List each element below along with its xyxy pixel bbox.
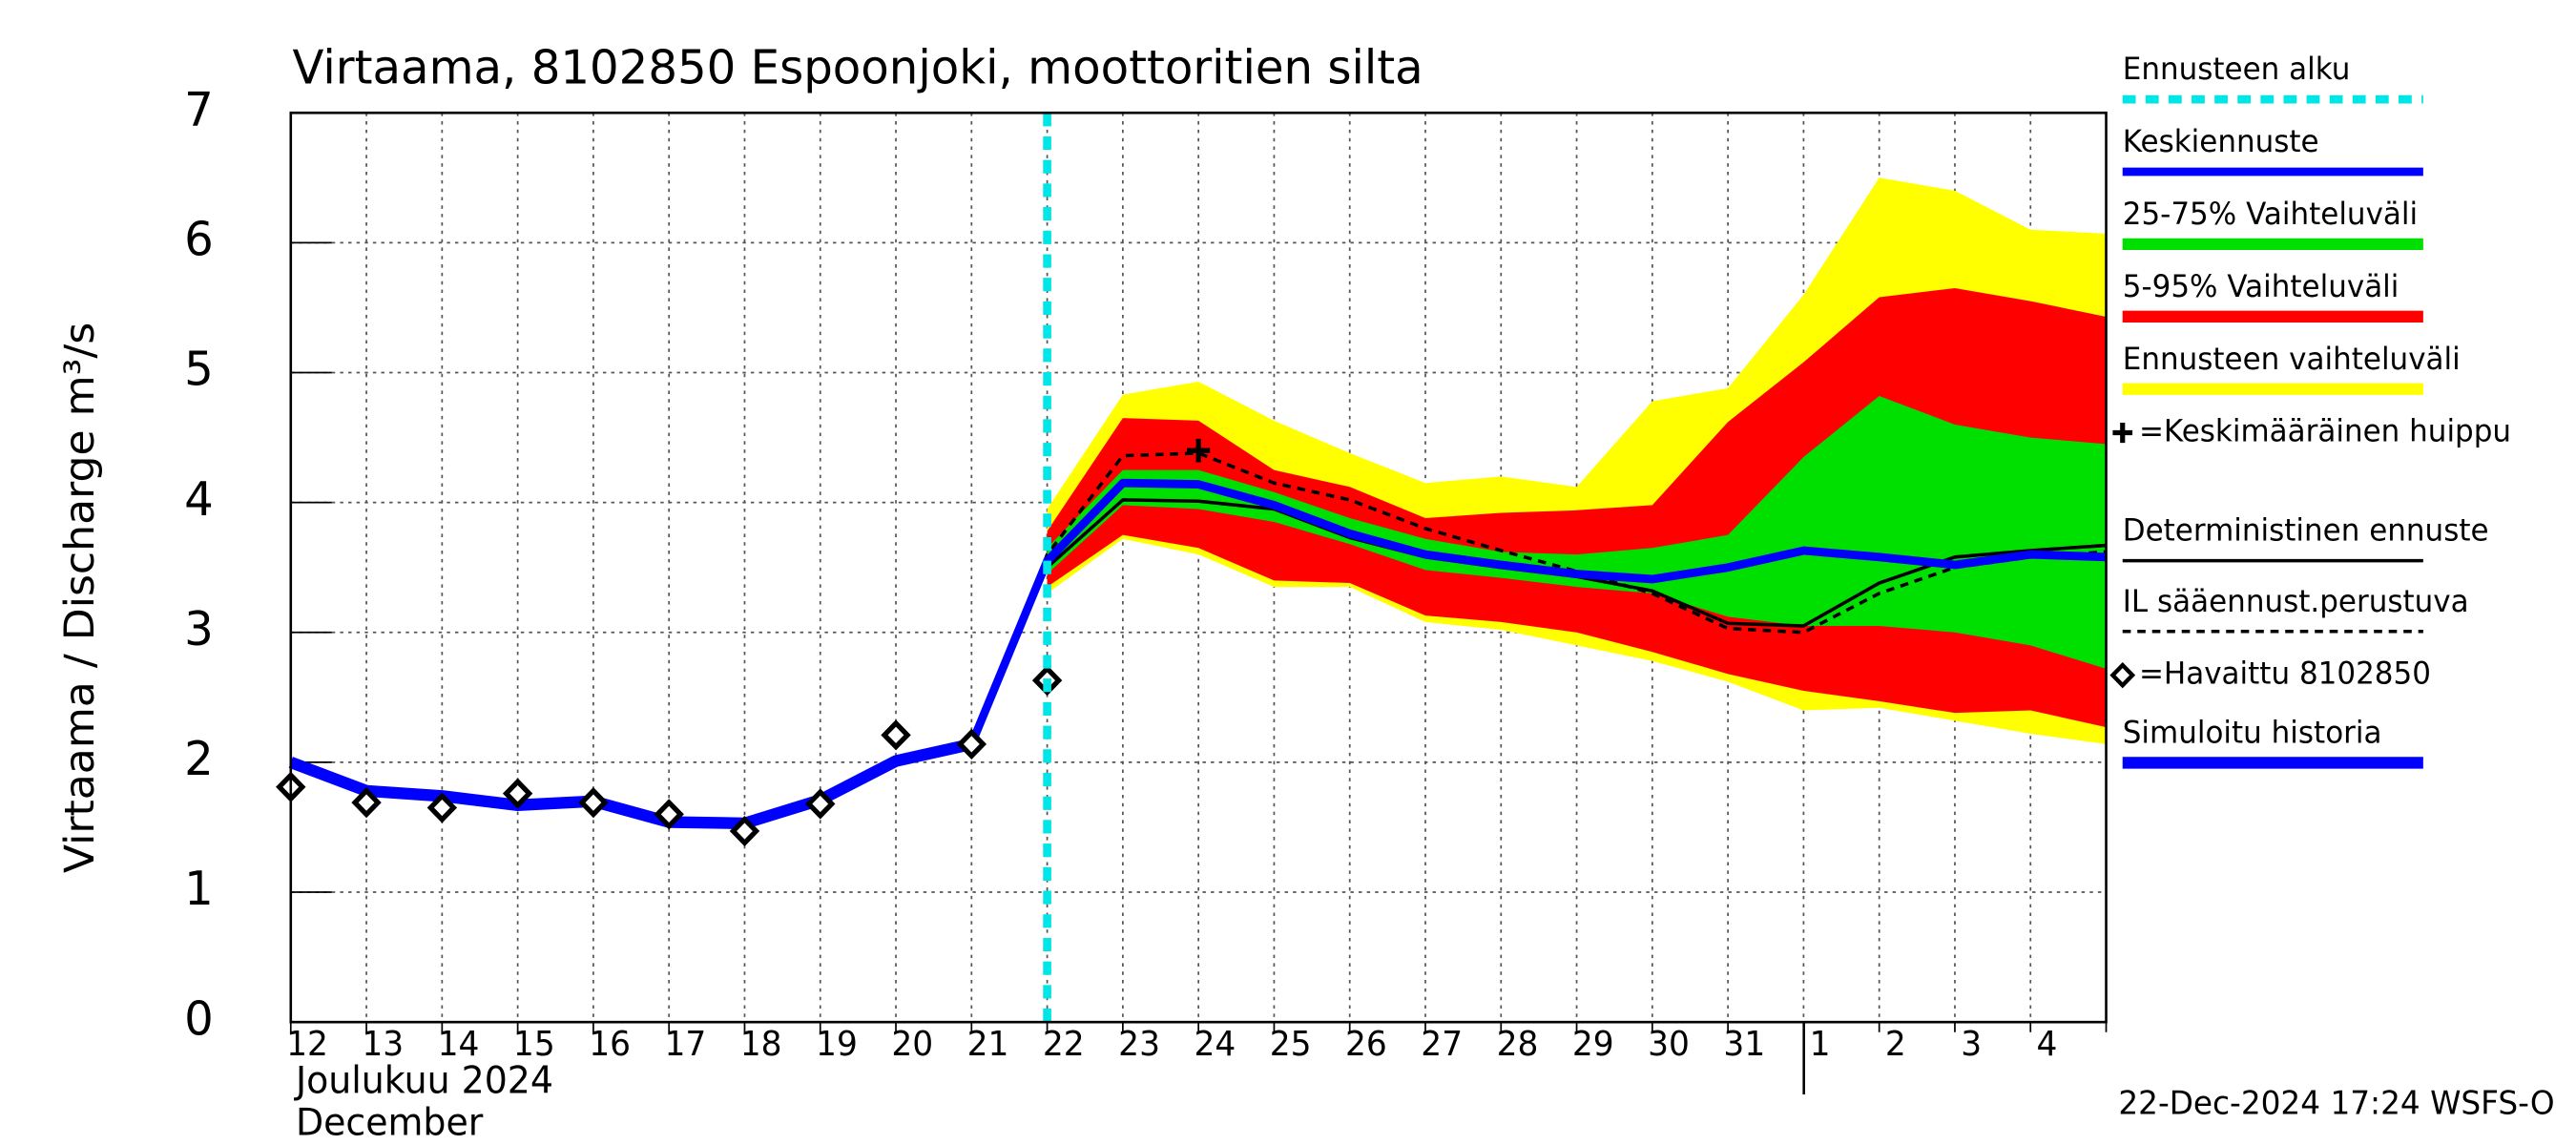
y-tick-label: 2 bbox=[184, 732, 214, 787]
footer: 22-Dec-2024 17:24 WSFS-O bbox=[2118, 1084, 2554, 1121]
observed-point bbox=[729, 815, 760, 847]
x-tick-label: 22 bbox=[1043, 1026, 1085, 1064]
series-line bbox=[288, 738, 973, 830]
legend-swatch bbox=[2109, 661, 2136, 689]
legend-label: Ennusteen vaihteluväli bbox=[2123, 342, 2461, 376]
y-tick-label: 4 bbox=[184, 471, 214, 527]
x-tick-label: 29 bbox=[1572, 1026, 1614, 1064]
observed-point bbox=[426, 792, 458, 823]
x-tick-label: 25 bbox=[1270, 1026, 1312, 1064]
observed-point bbox=[956, 728, 987, 760]
y-axis-label: Virtaama / Discharge m³/s bbox=[56, 323, 103, 873]
observed-point bbox=[578, 787, 609, 819]
x-tick-label: 21 bbox=[967, 1026, 1009, 1064]
observed-point bbox=[654, 799, 684, 830]
legend-label: Deterministinen ennuste bbox=[2123, 513, 2489, 548]
band-area bbox=[1047, 396, 2107, 669]
x-tick-label: 14 bbox=[438, 1026, 480, 1064]
observed-point bbox=[351, 787, 382, 819]
x-tick-label: 16 bbox=[589, 1026, 631, 1064]
y-tick-label: 7 bbox=[184, 82, 214, 137]
observed-point bbox=[881, 719, 911, 751]
observed-point bbox=[805, 788, 836, 820]
y-tick-label: 1 bbox=[184, 862, 214, 917]
legend-label: =Havaittu 8102850 bbox=[2139, 656, 2431, 691]
legend-label: 5-95% Vaihteluväli bbox=[2123, 270, 2399, 304]
x-axis-label: Joulukuu 2024 bbox=[294, 1059, 553, 1103]
x-tick-label: 28 bbox=[1497, 1026, 1539, 1064]
y-tick-label: 0 bbox=[184, 991, 214, 1047]
x-tick-label: 27 bbox=[1421, 1026, 1463, 1064]
legend-label: IL sääennust.perustuva bbox=[2123, 585, 2469, 619]
x-tick-label: 26 bbox=[1345, 1026, 1387, 1064]
observed-point bbox=[502, 778, 533, 809]
peak-marker bbox=[1187, 438, 1211, 463]
y-tick-label: 5 bbox=[184, 342, 214, 397]
legend-label: Keskiennuste bbox=[2123, 125, 2319, 159]
plot-area bbox=[276, 112, 2108, 1032]
x-tick-label: 3 bbox=[1961, 1026, 1982, 1064]
y-tick-label: 3 bbox=[184, 601, 214, 656]
series-line bbox=[969, 451, 2107, 745]
x-axis-label: December bbox=[296, 1101, 484, 1145]
x-tick-label: 24 bbox=[1194, 1026, 1236, 1064]
legend-swatch bbox=[2112, 422, 2133, 444]
legend-label: Ennusteen alku bbox=[2123, 52, 2351, 87]
x-tick-label: 31 bbox=[1723, 1026, 1765, 1064]
x-tick-label: 4 bbox=[2037, 1026, 2058, 1064]
legend-label: 25-75% Vaihteluväli bbox=[2123, 198, 2418, 232]
x-tick-label: 15 bbox=[513, 1026, 555, 1064]
x-tick-label: 1 bbox=[1810, 1026, 1831, 1064]
x-tick-label: 19 bbox=[816, 1026, 858, 1064]
legend-label: =Keskimääräinen huippu bbox=[2139, 414, 2511, 448]
plot-frame bbox=[289, 111, 2108, 1024]
x-tick-label: 17 bbox=[665, 1026, 707, 1064]
x-tick-label: 12 bbox=[286, 1026, 328, 1064]
x-tick-label: 30 bbox=[1648, 1026, 1690, 1064]
x-tick-label: 13 bbox=[362, 1026, 404, 1064]
x-tick-label: 20 bbox=[891, 1026, 933, 1064]
series-line bbox=[967, 478, 2107, 746]
x-tick-label: 2 bbox=[1885, 1026, 1906, 1064]
legend-label: Simuloitu historia bbox=[2123, 716, 2382, 750]
x-tick-label: 23 bbox=[1118, 1026, 1160, 1064]
chart-title: Virtaama, 8102850 Espoonjoki, moottoriti… bbox=[293, 40, 1423, 95]
y-tick-label: 6 bbox=[184, 212, 214, 267]
x-tick-label: 18 bbox=[740, 1026, 782, 1064]
